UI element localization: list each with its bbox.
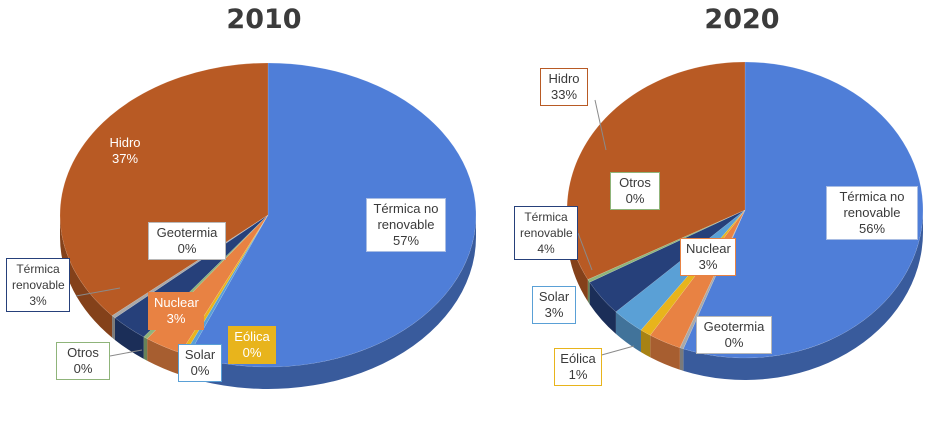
leader-lines bbox=[75, 99, 635, 357]
label-termica-no-renovable-2010: Térmica no renovable 57% bbox=[366, 198, 446, 252]
label-geotermia-2020: Geotermia 0% bbox=[696, 316, 772, 354]
pie-side-térmica-renovable bbox=[114, 317, 144, 359]
label-eolica-2020: Eólica 1% bbox=[554, 348, 602, 386]
label-nuclear-2020: Nuclear 3% bbox=[680, 238, 736, 276]
label-eolica-2010: Eólica 0% bbox=[228, 326, 276, 364]
pie-slice-hidro bbox=[59, 62, 269, 316]
label-termica-no-renovable-2020: Térmica no renovable 56% bbox=[826, 186, 918, 240]
pie-slice-térmica-no-renovable bbox=[188, 62, 477, 368]
label-nuclear-2010: Nuclear 3% bbox=[148, 292, 204, 330]
pie-side-térmica-no-renovable bbox=[188, 215, 476, 389]
leader-line-otros-2010 bbox=[109, 349, 143, 357]
pie-slice-otros bbox=[587, 209, 746, 283]
pie-side-térmica-no-renovable bbox=[683, 210, 923, 380]
pie-side-nuclear bbox=[650, 335, 680, 370]
pie-side-solar bbox=[615, 311, 641, 353]
pie-side-geotermia bbox=[679, 347, 684, 371]
label-hidro-2020: Hidro 33% bbox=[540, 68, 588, 106]
pie-side-hidro bbox=[567, 210, 588, 302]
pie-side-térmica-renovable bbox=[589, 282, 616, 334]
label-termica-renovable-2010: Térmica renovable 3% bbox=[6, 258, 70, 312]
leader-line-eolica-2020 bbox=[597, 345, 635, 357]
chart-title-2020: 2020 bbox=[704, 4, 780, 35]
pie-side-geotermia bbox=[112, 315, 115, 340]
pie-slice-térmica-no-renovable bbox=[683, 61, 924, 359]
pie-side-eólica bbox=[640, 330, 651, 358]
label-solar-2020: Solar 3% bbox=[532, 286, 576, 324]
chart-title-2010: 2010 bbox=[226, 4, 302, 35]
label-termica-renovable-2020: Térmica renovable 4% bbox=[514, 206, 578, 260]
pie-side-otros bbox=[143, 336, 148, 361]
leader-line-termica-renovable-2020 bbox=[577, 232, 593, 271]
label-otros-2010: Otros 0% bbox=[56, 342, 110, 380]
pie-side-nuclear bbox=[147, 338, 181, 375]
leader-line-hidro-2020 bbox=[594, 99, 607, 151]
label-geotermia-2010: Geotermia 0% bbox=[148, 222, 226, 260]
pie-side-otros bbox=[587, 279, 590, 305]
pie-slice-térmica-renovable bbox=[589, 209, 746, 313]
leader-line-termica-renovable-2010 bbox=[75, 287, 121, 297]
pie-side-hidro bbox=[60, 215, 113, 338]
label-solar-2010: Solar 0% bbox=[178, 344, 222, 382]
label-otros-2020: Otros 0% bbox=[610, 172, 660, 210]
label-hidro-2010: Hidro 37% bbox=[102, 132, 148, 170]
